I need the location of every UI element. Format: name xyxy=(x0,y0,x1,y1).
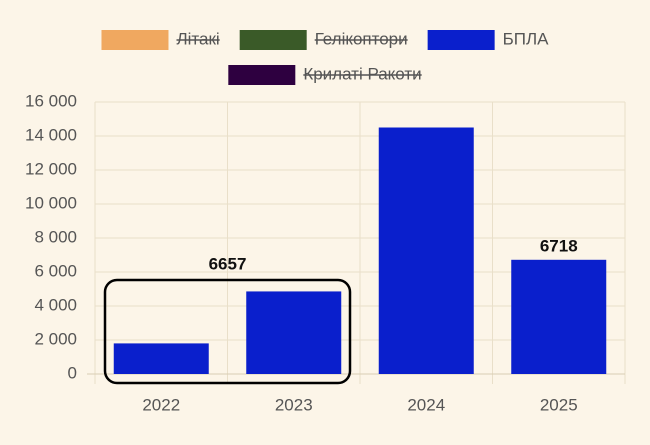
annotation-box xyxy=(103,278,352,385)
bar xyxy=(113,343,209,374)
x-tick-label: 2025 xyxy=(540,395,578,414)
bar xyxy=(246,291,342,374)
legend-swatch xyxy=(239,30,307,50)
x-tick-label: 2024 xyxy=(407,395,445,414)
annotation-label: 6657 xyxy=(209,254,247,273)
legend-item[interactable]: БПЛА xyxy=(427,29,550,50)
y-tick-label: 8 000 xyxy=(34,227,77,246)
legend-item[interactable]: Літакі xyxy=(101,29,220,50)
legend-item[interactable]: Гелікоптори xyxy=(239,29,408,50)
legend-label: Гелікоптори xyxy=(315,29,408,48)
y-tick-label: 4 000 xyxy=(34,295,77,314)
y-tick-label: 14 000 xyxy=(25,125,77,144)
y-tick-label: 2 000 xyxy=(34,329,77,348)
legend-swatch xyxy=(101,30,169,50)
y-tick-label: 6 000 xyxy=(34,261,77,280)
y-tick-label: 10 000 xyxy=(25,193,77,212)
legend-label: Літакі xyxy=(176,29,219,48)
legend-item[interactable]: Крилаті Ракоти xyxy=(228,64,422,85)
y-tick-label: 16 000 xyxy=(25,91,77,110)
legend-swatch xyxy=(427,30,495,50)
x-tick-label: 2022 xyxy=(142,395,180,414)
x-tick-label: 2023 xyxy=(275,395,313,414)
legend-swatch xyxy=(228,65,296,85)
bar xyxy=(511,259,607,374)
y-tick-label: 0 xyxy=(68,363,77,382)
bar xyxy=(378,127,474,374)
legend-label: БПЛА xyxy=(503,29,550,48)
y-tick-label: 12 000 xyxy=(25,159,77,178)
data-label: 6718 xyxy=(540,236,578,255)
legend-label: Крилаті Ракоти xyxy=(303,64,421,83)
